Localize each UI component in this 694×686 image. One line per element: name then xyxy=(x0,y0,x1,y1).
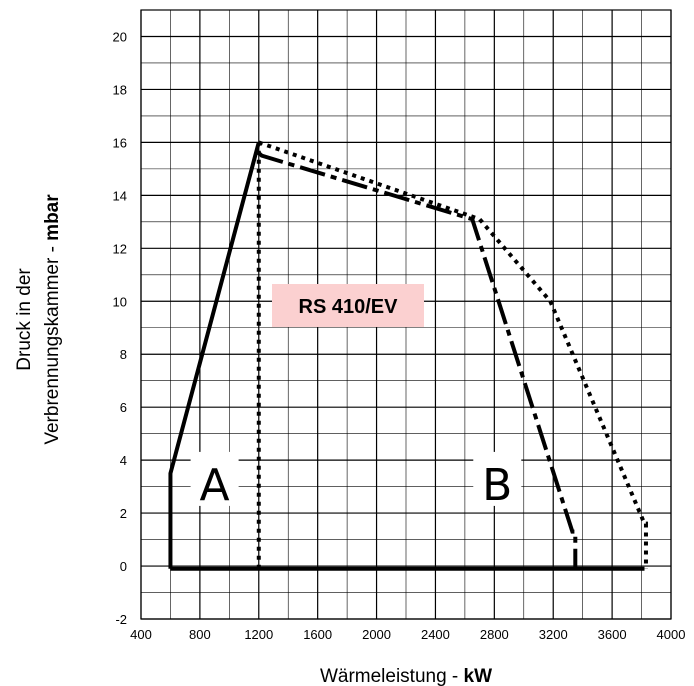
x-tick-label: 2800 xyxy=(480,627,509,642)
y-axis-title-text: Verbrennungskammer - xyxy=(42,241,63,445)
y-tick-label: 8 xyxy=(120,347,127,362)
y-tick-label: 20 xyxy=(113,29,127,44)
x-tick-label: 1200 xyxy=(244,627,273,642)
y-tick-label: 2 xyxy=(120,506,127,521)
model-label: RS 410/EV xyxy=(272,284,424,327)
series-line-1 xyxy=(168,141,261,569)
x-tick-label: 800 xyxy=(189,627,211,642)
series-lines xyxy=(168,140,648,571)
model-label-text: RS 410/EV xyxy=(299,296,399,318)
y-axis-title-line1: Druck in der xyxy=(14,268,35,371)
tick-labels: 400 800 1200 1600 2000 2400 2800 3200 3600 4000 -2… xyxy=(113,29,686,642)
y-tick-label: 16 xyxy=(113,135,127,150)
x-tick-label: 2000 xyxy=(362,627,391,642)
y-tick-label: 10 xyxy=(113,294,127,309)
x-tick-label: 4000 xyxy=(657,627,686,642)
region-label-b: B xyxy=(482,460,512,511)
x-tick-label: 3600 xyxy=(598,627,627,642)
y-tick-label: 12 xyxy=(113,241,127,256)
y-tick-label: 0 xyxy=(120,559,127,574)
x-tick-label: 1600 xyxy=(303,627,332,642)
y-axis-title-line2: Verbrennungskammer - mbar xyxy=(42,194,63,445)
region-label-a: A xyxy=(200,460,230,511)
y-tick-label: 18 xyxy=(113,82,127,97)
y-axis-title-unit: mbar xyxy=(42,194,63,241)
series-line-4 xyxy=(258,140,648,569)
region-label-background xyxy=(190,451,239,506)
x-tick-label: 3200 xyxy=(539,627,568,642)
series-line-3 xyxy=(257,151,578,569)
y-tick-label: 14 xyxy=(113,188,127,203)
y-tick-label: -2 xyxy=(115,612,127,627)
y-tick-label: 6 xyxy=(120,400,127,415)
y-tick-label: 4 xyxy=(120,453,127,468)
plot-frame xyxy=(140,9,672,620)
x-axis-title: Wärmeleistung - kW xyxy=(320,666,492,686)
x-axis-title-text: Wärmeleistung - xyxy=(320,666,464,686)
region-label-background xyxy=(473,451,522,506)
x-axis-title-unit: kW xyxy=(464,666,493,686)
model-label-background xyxy=(272,284,424,327)
x-tick-label: 400 xyxy=(130,627,152,642)
x-tick-label: 2400 xyxy=(421,627,450,642)
grid xyxy=(140,9,672,620)
